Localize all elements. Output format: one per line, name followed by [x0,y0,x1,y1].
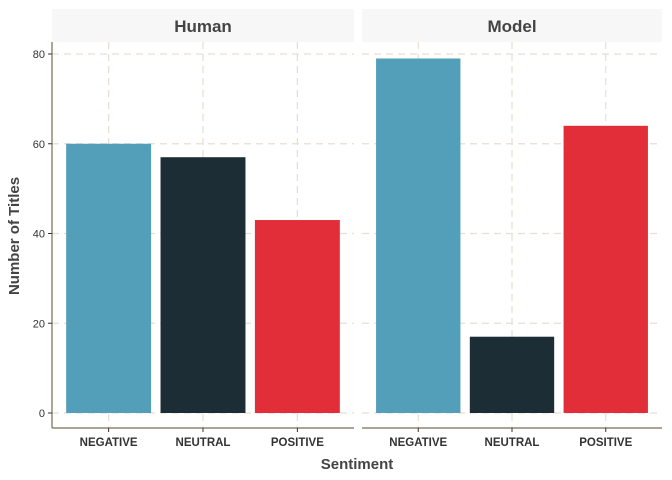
x-tick-label: NEGATIVE [389,437,447,449]
strip-label-model: Model [487,17,536,36]
y-tick-label: 40 [33,229,45,241]
y-tick-label: 60 [33,139,45,151]
x-tick-label: NEGATIVE [80,437,138,449]
y-tick-label: 80 [33,49,45,61]
panel-human: Human 0 20 40 60 80 NEGATIVE NEUTRAL POSITIVE [33,9,354,449]
y-tick-label: 20 [33,318,45,330]
bar-human-neutral [160,157,246,413]
x-tick-label: NEUTRAL [176,437,231,449]
bar-human-positive [254,220,340,413]
x-axis-title: Sentiment [321,456,394,473]
strip-model [362,9,662,42]
y-axis-title: Number of Titles [6,177,23,295]
strip-label-human: Human [174,17,232,36]
bar-model-neutral [469,336,555,413]
y-tick-label: 0 [39,408,45,420]
bar-model-positive [563,125,648,414]
x-tick-label: NEUTRAL [485,437,540,449]
x-tick-label: POSITIVE [579,437,632,449]
x-tick-label: POSITIVE [271,437,324,449]
panel-model: Model NEGATIVE NEUTRAL POSITIVE [362,9,662,449]
bar-human-negative [66,143,152,413]
bar-model-negative [376,58,461,414]
strip-human [52,9,354,42]
